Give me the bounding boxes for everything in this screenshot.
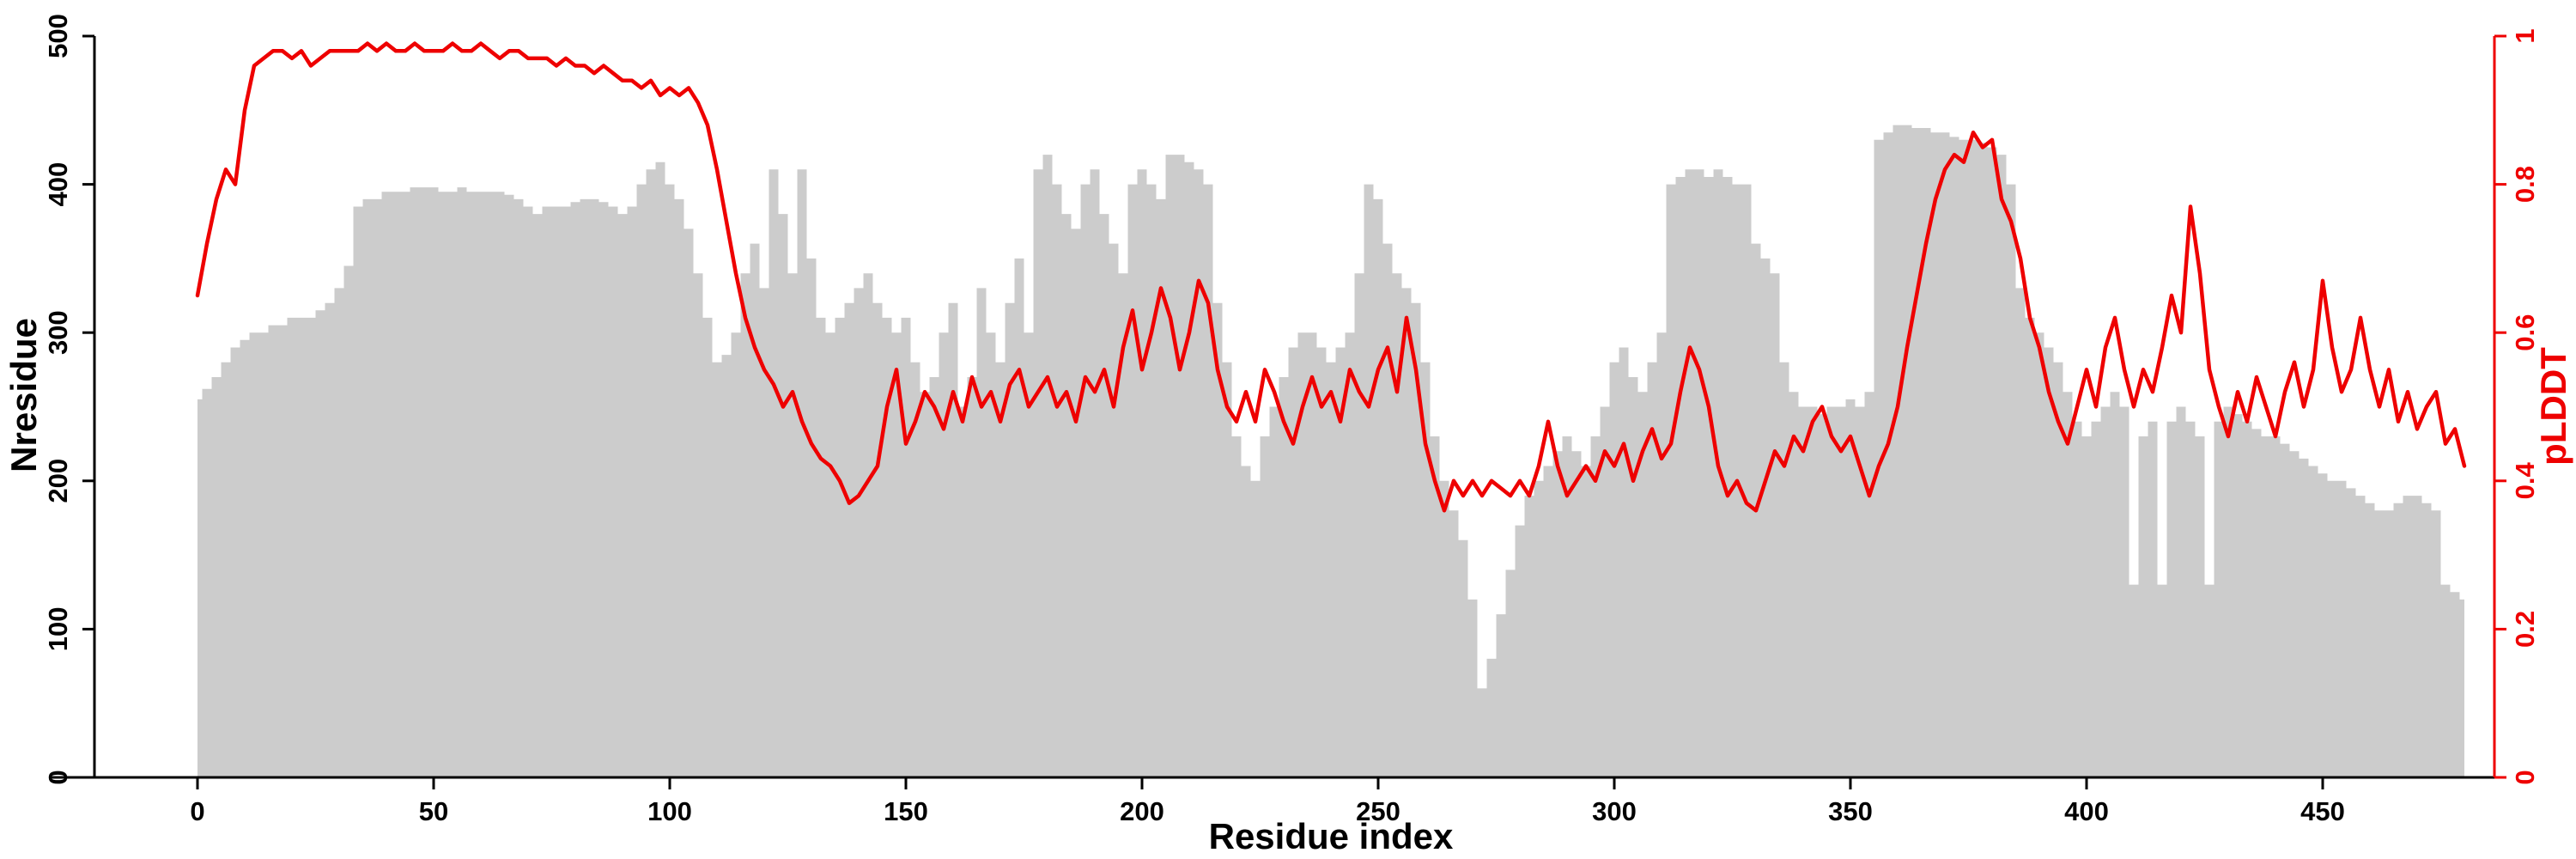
x-tick-label: 250 <box>1356 796 1400 826</box>
y2-tick-label: 0.8 <box>2510 166 2540 203</box>
plddt-line <box>195 41 2467 513</box>
nresidue-area <box>197 125 2464 778</box>
x-tick-label: 0 <box>190 796 204 826</box>
y-axis-title: Nresidue <box>3 318 44 472</box>
y-tick-label: 300 <box>43 310 73 355</box>
x-tick-label: 50 <box>419 796 448 826</box>
y-tick-label: 500 <box>43 14 73 58</box>
y2-tick-label: 0 <box>2510 770 2540 784</box>
y2-tick-label: 1 <box>2510 28 2540 43</box>
y-tick-label: 200 <box>43 459 73 503</box>
y2-tick-label: 0.2 <box>2510 611 2540 648</box>
y2-tick-label: 0.4 <box>2510 462 2540 500</box>
x-axis-title: Residue index <box>1209 816 1454 856</box>
chart-dynamic-layer: 0 50 100 150 200 250 300 350 400 450 0 100 200 300 400… <box>43 14 2540 826</box>
x-tick-label: 100 <box>647 796 692 826</box>
y-tick-label: 0 <box>43 770 73 784</box>
x-tick-label: 150 <box>884 796 928 826</box>
x-tick-label: 300 <box>1592 796 1637 826</box>
y2-tick-label: 0.6 <box>2510 314 2540 351</box>
x-tick-label: 350 <box>1828 796 1873 826</box>
y-tick-label: 100 <box>43 607 73 652</box>
x-tick-label: 450 <box>2300 796 2345 826</box>
x-tick-label: 400 <box>2064 796 2109 826</box>
x-tick-label: 200 <box>1120 796 1164 826</box>
y-tick-label: 400 <box>43 162 73 207</box>
y2-axis-title: pLDDT <box>2533 347 2573 466</box>
